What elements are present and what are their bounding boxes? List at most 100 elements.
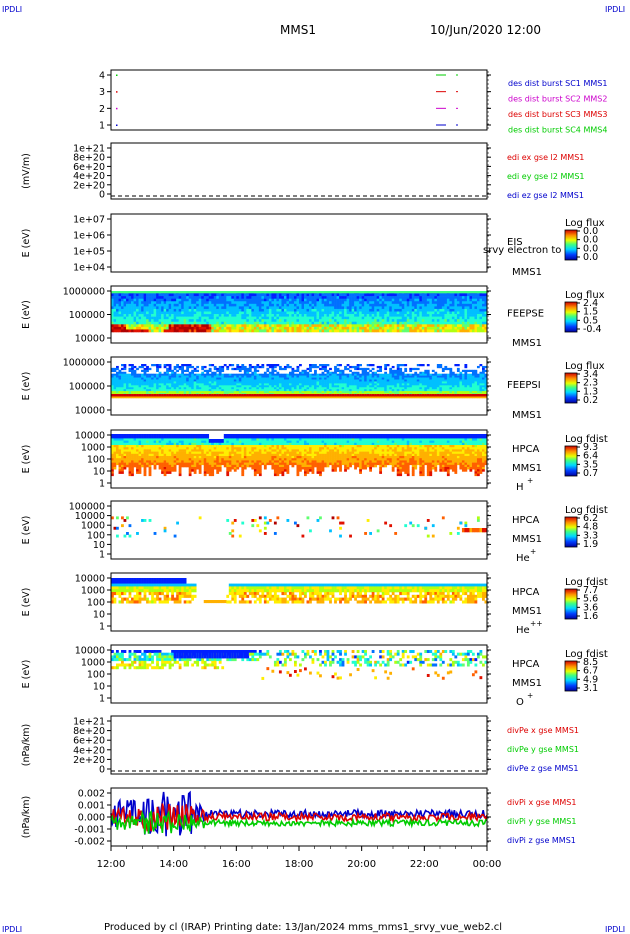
y-tick-label: 8e+20 — [73, 726, 105, 737]
y-tick-label: 100 — [87, 670, 105, 681]
colorbar-label: 3.4 — [583, 369, 598, 380]
y-tick-label: 0.002 — [78, 789, 105, 800]
y-tick-label: 10 — [93, 682, 105, 693]
y-tick-label: 100 — [87, 530, 105, 541]
spectrogram-image — [111, 650, 488, 680]
colorbar-label: 4.8 — [583, 522, 598, 533]
y-tick-label: 100000 — [69, 382, 105, 393]
colorbar-label: 6.7 — [583, 666, 598, 677]
corner-label-top-left: IPDLI — [2, 5, 22, 14]
y-tick-label: 10 — [93, 610, 105, 621]
spacecraft-label: MMS1 — [512, 534, 542, 545]
spacecraft-label: MMS1 — [512, 410, 542, 421]
colorbar-label: 1.5 — [583, 307, 598, 318]
instrument-label: HPCA — [512, 515, 540, 526]
y-tick-label: 100000 — [69, 310, 105, 321]
x-tick-label: 20:00 — [347, 859, 376, 870]
y-tick-label: 1 — [99, 479, 105, 490]
colorbar-label: 0.0 — [583, 243, 598, 254]
legend-entry: des dist burst SC2 MMS2 — [508, 95, 607, 104]
colorbar-label: 0.0 — [583, 252, 598, 263]
y-tick-label: 100 — [87, 455, 105, 466]
colorbar-label: 1.6 — [583, 611, 598, 622]
corner-label-bottom-right: IPDLI — [605, 925, 625, 934]
legend-entry: des dist burst SC1 MMS1 — [508, 79, 607, 88]
y-axis-label: (nPa/km) — [21, 724, 32, 767]
y-tick-label: 0 — [99, 765, 105, 776]
colorbar-label: -0.4 — [583, 324, 602, 335]
spectrogram-image — [111, 291, 488, 333]
y-tick-label: 10000 — [75, 646, 105, 657]
colorbar-label: 3.6 — [583, 602, 598, 613]
colorbar-label: 4.9 — [583, 674, 598, 685]
y-tick-label: 10000 — [75, 511, 105, 522]
instrument-label: HPCA — [512, 587, 540, 598]
colorbar-title: Log fdist — [565, 577, 608, 588]
colorbar-label: 2.4 — [583, 298, 598, 309]
colorbar-title: Log fdist — [565, 649, 608, 660]
colorbar-label: 0.0 — [583, 226, 598, 237]
y-tick-label: 4e+20 — [73, 171, 105, 182]
corner-label-top-right: IPDLI — [605, 5, 625, 14]
legend-entry: divPe x gse MMS1 — [507, 726, 579, 735]
colorbar-label: 6.4 — [583, 451, 598, 462]
y-tick-label: 0 — [99, 190, 105, 201]
y-tick-label: 10000 — [75, 574, 105, 585]
panel-frame — [110, 69, 488, 131]
colorbar-scale — [564, 372, 578, 404]
colorbar-label: 0.2 — [583, 395, 598, 406]
legend-entry: divPi x gse MMS1 — [507, 798, 576, 807]
legend-entry: edi ex gse l2 MMS1 — [507, 153, 584, 162]
divpi-series-x — [110, 803, 488, 832]
instrument-label: FEEPSI — [507, 380, 541, 391]
y-tick-label: 1000 — [81, 443, 105, 454]
y-tick-label: 1000000 — [63, 287, 105, 298]
y-tick-label: 1 — [99, 121, 105, 132]
colorbar-label: 7.7 — [583, 585, 598, 596]
colorbar-scale — [564, 445, 578, 477]
colorbar-title: Log fdist — [565, 505, 608, 516]
colorbar-label: 0.0 — [583, 235, 598, 246]
colorbar-label: 3.3 — [583, 530, 598, 541]
panel-eis: 1e+07 1e+06 1e+05 1e+04 E (eV) EIS MMS1 srvy el… — [21, 213, 605, 278]
y-tick-label: 3 — [99, 87, 105, 98]
y-tick-label: 2e+20 — [73, 180, 105, 191]
panel-frame — [110, 213, 488, 273]
header-datetime: 10/Jun/2020 12:00 — [430, 23, 541, 37]
y-tick-label: 2e+20 — [73, 755, 105, 766]
instrument-label: HPCA — [512, 444, 540, 455]
x-tick-label: 14:00 — [159, 859, 188, 870]
x-tick-label: 18:00 — [285, 859, 314, 870]
legend-entry: edi ey gse l2 MMS1 — [507, 172, 585, 181]
spacecraft-label: MMS1 — [512, 678, 542, 689]
legend-entry: divPi z gse MMS1 — [507, 836, 576, 845]
colorbar-label: 3.1 — [583, 683, 598, 694]
colorbar-label: 3.5 — [583, 459, 598, 470]
spectrogram-image — [111, 434, 488, 477]
species-charge: + — [527, 691, 533, 700]
colorbar-label: 9.3 — [583, 442, 598, 453]
y-tick-label: 1e+21 — [73, 144, 105, 155]
y-tick-label: 6e+20 — [73, 162, 105, 173]
y-tick-label: 6e+20 — [73, 736, 105, 747]
y-axis-label: E (eV) — [21, 660, 32, 689]
y-tick-label: 4 — [99, 71, 105, 82]
species-charge: + — [530, 547, 536, 556]
spacecraft-label: MMS1 — [512, 267, 542, 278]
panel-stack: 4 3 2 1 des dist burst SC1 MMS1 des dist burs… — [21, 69, 608, 848]
y-tick-label: 8e+20 — [73, 153, 105, 164]
colorbar-title: Log flux — [565, 218, 605, 229]
panel-feepsi: 1000000 100000 10000 E (eV) FEEPSI MMS1 Log fl… — [21, 356, 605, 421]
burst-marker — [116, 91, 118, 93]
species-charge: ++ — [530, 619, 543, 628]
y-axis-label: E (eV) — [21, 300, 32, 329]
y-axis-label: E (eV) — [21, 229, 32, 258]
footer-text: Produced by cl (IRAP) Printing date: 13/… — [104, 922, 502, 933]
panel-frame — [110, 142, 488, 200]
y-tick-label: 10 — [93, 467, 105, 478]
y-axis-label: E (eV) — [21, 588, 32, 617]
